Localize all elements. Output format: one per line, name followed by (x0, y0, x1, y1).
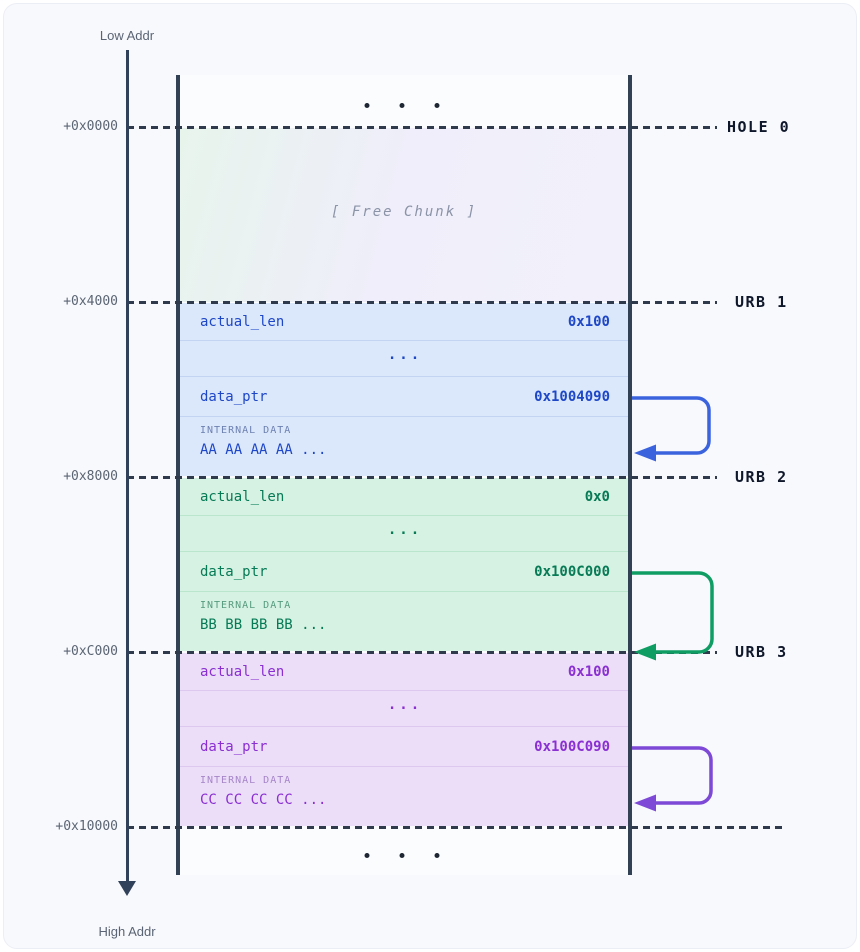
field-value: 0x100C090 (534, 738, 610, 755)
field-value: 0x100C000 (534, 563, 610, 580)
field-label: actual_len (200, 663, 285, 680)
right-boundary-bar (628, 75, 632, 875)
field-value: 0x1004090 (534, 388, 610, 405)
left-boundary-bar (176, 75, 180, 875)
urb1-internal-data-row: INTERNAL DATA AA AA AA AA ... (180, 417, 628, 476)
urb2-block: actual_len 0x0 ... data_ptr 0x100C000 IN… (180, 478, 628, 651)
address-0x0000: +0x0000 (63, 119, 118, 134)
urb2-omitted-row: ... (180, 516, 628, 552)
marker-urb1: URB 1 (735, 293, 788, 311)
address-0x10000: +0x10000 (55, 819, 118, 834)
address-0x4000: +0x4000 (63, 294, 118, 309)
boundary-line-urb1 (127, 301, 717, 304)
urb3-actual-len-row: actual_len 0x100 (180, 653, 628, 691)
urb2-data-ptr-row: data_ptr 0x100C000 (180, 552, 628, 592)
urb3-data-ptr-row: data_ptr 0x100C090 (180, 727, 628, 767)
low-addr-label: Low Addr (99, 28, 155, 43)
boundary-line-hole0 (127, 126, 717, 129)
urb1-actual-len-row: actual_len 0x100 (180, 303, 628, 341)
address-0xC000: +0xC000 (63, 644, 118, 659)
ellipsis-text: ... (387, 521, 423, 538)
ellipsis-text: ... (387, 696, 423, 713)
urb2-actual-len-row: actual_len 0x0 (180, 478, 628, 516)
boundary-line-end (127, 826, 782, 829)
urb1-data-ptr-row: data_ptr 0x1004090 (180, 377, 628, 417)
internal-data-bytes: CC CC CC CC ... (200, 792, 327, 808)
urb2-internal-data-row: INTERNAL DATA BB BB BB BB ... (180, 592, 628, 651)
internal-data-label: INTERNAL DATA (200, 600, 292, 611)
internal-data-label: INTERNAL DATA (200, 425, 292, 436)
urb3-omitted-row: ... (180, 691, 628, 727)
urb3-block: actual_len 0x100 ... data_ptr 0x100C090 … (180, 653, 628, 826)
continuation-dots-bottom-icon (364, 853, 440, 858)
urb1-block: actual_len 0x100 ... data_ptr 0x1004090 … (180, 303, 628, 476)
internal-data-bytes: AA AA AA AA ... (200, 442, 327, 458)
field-value: 0x0 (584, 488, 610, 505)
field-value: 0x100 (567, 663, 610, 680)
urb3-internal-data-row: INTERNAL DATA CC CC CC CC ... (180, 767, 628, 826)
urb1-omitted-row: ... (180, 341, 628, 377)
field-value: 0x100 (567, 313, 610, 330)
free-chunk-label: [ Free Chunk ] (330, 204, 478, 220)
field-label: data_ptr (200, 563, 268, 580)
marker-hole0: HOLE 0 (727, 118, 791, 136)
boundary-line-urb2 (127, 476, 717, 479)
address-axis-arrowhead-icon (118, 881, 136, 896)
field-label: data_ptr (200, 388, 268, 405)
field-label: data_ptr (200, 738, 268, 755)
address-axis-line (126, 50, 129, 882)
field-label: actual_len (200, 488, 285, 505)
internal-data-bytes: BB BB BB BB ... (200, 617, 327, 633)
boundary-line-urb3 (127, 651, 717, 654)
field-label: actual_len (200, 313, 285, 330)
marker-urb2: URB 2 (735, 468, 788, 486)
address-0x8000: +0x8000 (63, 469, 118, 484)
ellipsis-text: ... (387, 346, 423, 363)
continuation-dots-top-icon (364, 103, 440, 108)
internal-data-label: INTERNAL DATA (200, 775, 292, 786)
marker-urb3: URB 3 (735, 643, 788, 661)
free-chunk-region (180, 128, 628, 302)
high-addr-label: High Addr (98, 924, 156, 939)
